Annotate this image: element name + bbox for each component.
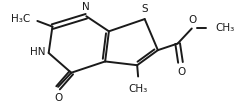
Text: S: S [141, 4, 148, 14]
Text: H₃C: H₃C [11, 14, 30, 24]
Text: O: O [177, 67, 186, 77]
Text: HN: HN [30, 47, 46, 57]
Text: CH₃: CH₃ [128, 84, 148, 94]
Text: O: O [54, 93, 62, 103]
Text: CH₃: CH₃ [215, 24, 234, 33]
Text: O: O [189, 15, 197, 25]
Text: N: N [83, 2, 90, 12]
